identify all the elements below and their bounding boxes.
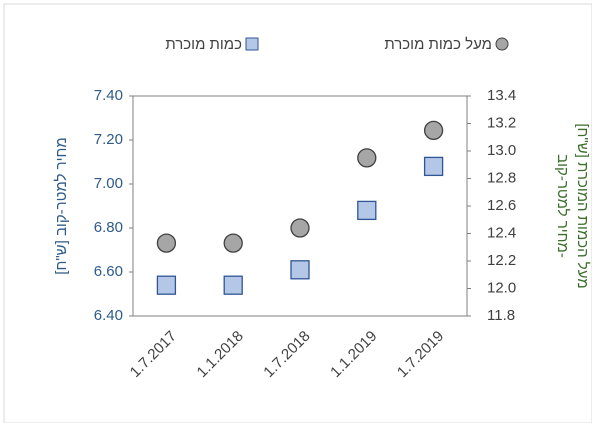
- point: [423, 156, 444, 177]
- chart-frame: [3, 3, 592, 423]
- y-tick-label: 6.60: [94, 263, 123, 280]
- y-tick-label: 6.40: [94, 307, 123, 324]
- y2-tick-label: 12.2: [487, 252, 516, 269]
- point: [223, 233, 243, 253]
- y2-tick-label: 13.0: [487, 142, 516, 159]
- legend-icon: [245, 37, 259, 51]
- point: [223, 275, 243, 295]
- y2-axis-title: מעל הכמות המוכרת [ש"ח]: [574, 123, 591, 288]
- y2-tick-label: 13.4: [487, 87, 516, 104]
- y2-tick-label: 12.8: [487, 169, 516, 186]
- point: [156, 233, 177, 253]
- y2-tick-label: 12.0: [487, 279, 516, 296]
- y-tick-label: 7.20: [94, 131, 123, 148]
- legend-icon: [495, 37, 509, 51]
- legend-label: מעל כמות מוכרת: [384, 36, 492, 53]
- point: [156, 275, 177, 295]
- point: [357, 148, 377, 168]
- y2-axis-title: מחיר למטר-קוב-: [554, 154, 571, 258]
- y-axis-title: מחיר למטר-קוב [ש"ח]: [53, 137, 70, 274]
- y-tick-label: 7.00: [94, 175, 123, 192]
- y-tick-label: 7.40: [94, 87, 123, 104]
- y2-tick-label: 12.6: [487, 197, 516, 214]
- y-tick-label: 6.80: [94, 219, 123, 236]
- y2-tick-label: 12.4: [487, 224, 516, 241]
- point: [290, 260, 310, 280]
- y2-tick-label: 11.8: [487, 307, 515, 324]
- y2-tick-label: 13.2: [487, 114, 516, 131]
- point: [290, 218, 310, 238]
- point: [423, 120, 444, 141]
- legend-label: כמות מוכרת: [165, 36, 242, 53]
- point: [357, 200, 377, 221]
